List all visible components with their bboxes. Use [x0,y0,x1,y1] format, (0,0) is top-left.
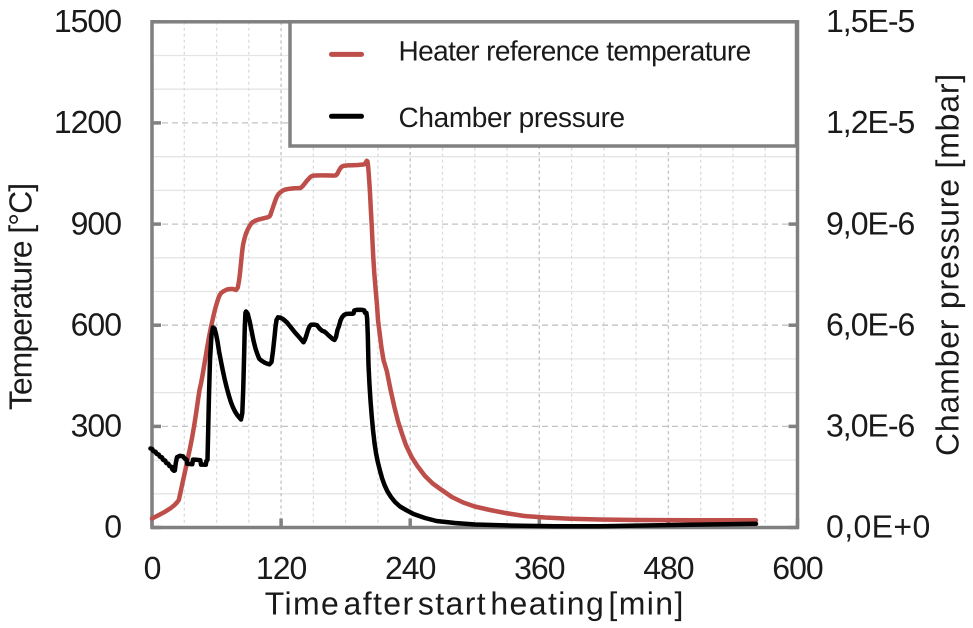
svg-text:1500: 1500 [54,3,121,39]
svg-text:900: 900 [71,205,122,241]
svg-text:3,0E-6: 3,0E-6 [826,408,914,444]
svg-text:9,0E-6: 9,0E-6 [826,205,914,241]
svg-text:360: 360 [514,550,565,586]
svg-text:Chamber pressure [mbar]: Chamber pressure [mbar] [930,73,966,456]
svg-text:0: 0 [104,509,121,545]
svg-text:6,0E-6: 6,0E-6 [826,306,914,342]
svg-text:0,0E+0: 0,0E+0 [826,509,931,545]
svg-text:Time after start heating [min]: Time after start heating [min] [265,586,685,622]
svg-text:240: 240 [385,550,436,586]
svg-text:600: 600 [71,306,122,342]
svg-text:Heater reference temperature: Heater reference temperature [399,36,751,67]
svg-text:0: 0 [144,550,161,586]
svg-text:600: 600 [772,550,823,586]
svg-text:Temperature [°C]: Temperature [°C] [3,184,39,410]
svg-text:120: 120 [256,550,307,586]
svg-text:300: 300 [71,408,122,444]
svg-text:1,2E-5: 1,2E-5 [826,104,914,140]
svg-text:480: 480 [643,550,694,586]
svg-text:Chamber pressure: Chamber pressure [399,102,625,133]
svg-text:1200: 1200 [54,104,121,140]
svg-text:1,5E-5: 1,5E-5 [826,3,914,39]
